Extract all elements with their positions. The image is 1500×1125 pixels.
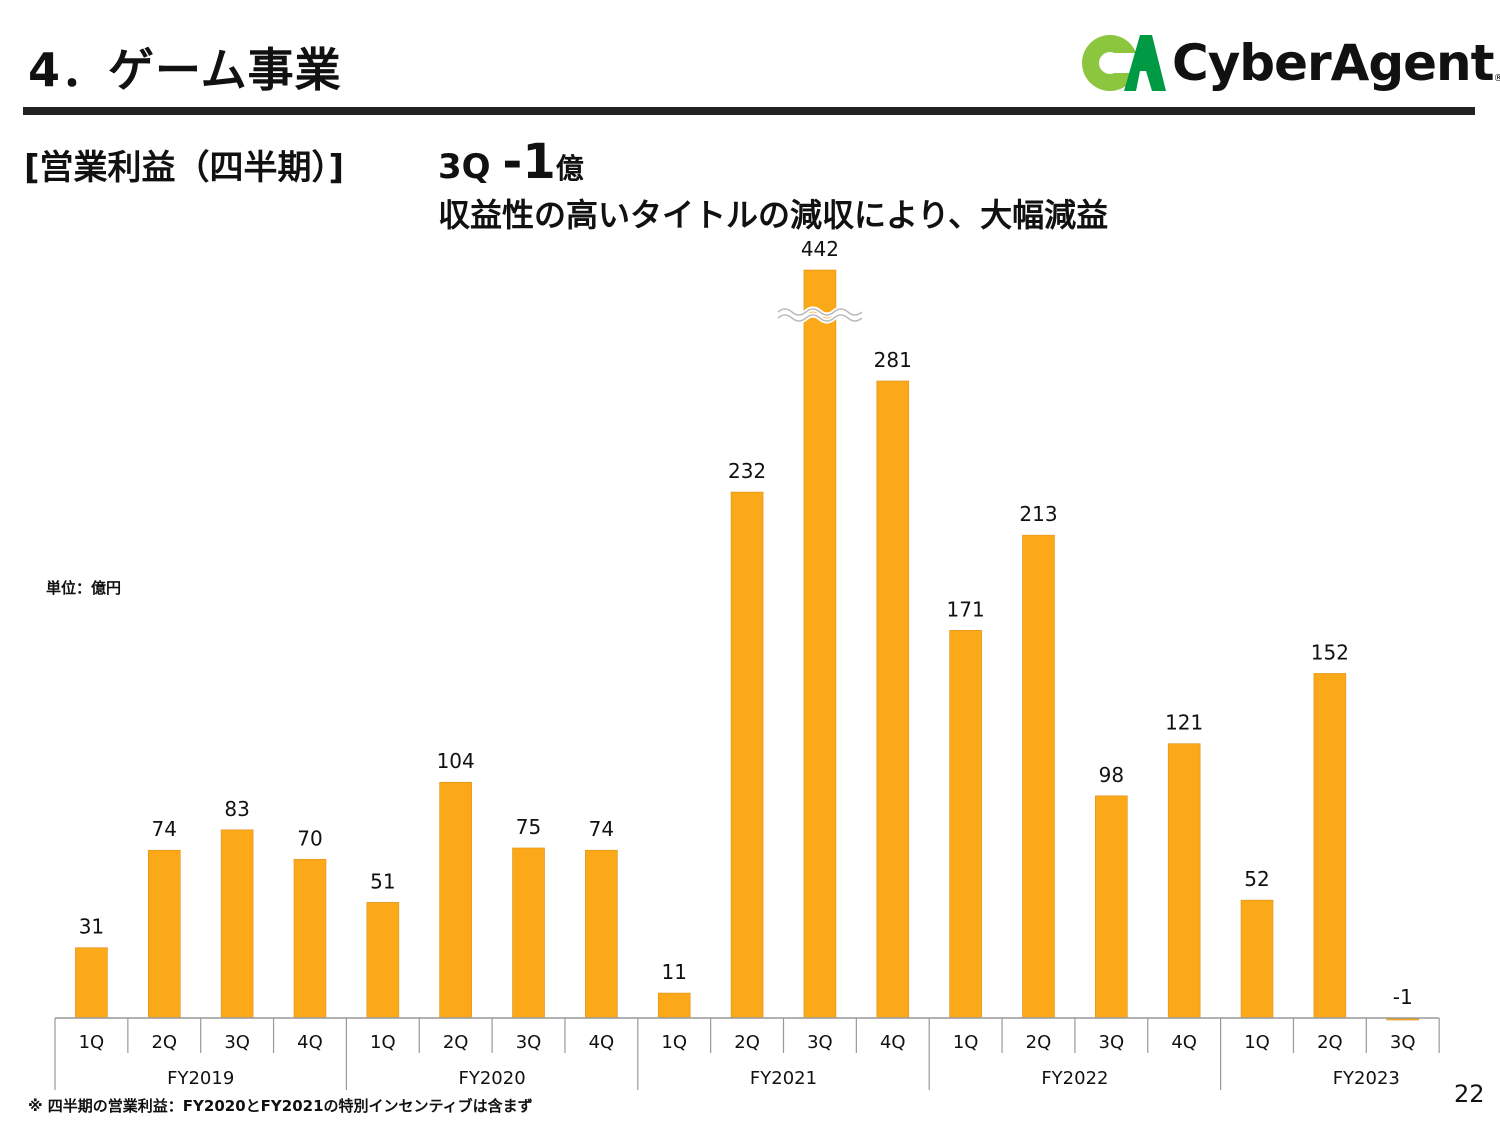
bar — [657, 992, 691, 1019]
ca-logo-mark-icon — [1082, 35, 1166, 91]
data-label: 52 — [1244, 867, 1269, 891]
quarter-tick-label: 4Q — [880, 1032, 906, 1053]
data-label: 51 — [370, 869, 395, 893]
data-label: 213 — [1019, 502, 1057, 526]
bar — [512, 847, 545, 1019]
data-label: 75 — [516, 815, 541, 839]
data-label: -1 — [1393, 985, 1413, 1009]
year-tick-label: FY2020 — [459, 1068, 526, 1089]
bar — [75, 947, 108, 1019]
data-label: 171 — [947, 597, 985, 621]
data-label: 104 — [437, 749, 475, 773]
year-tick-label: FY2021 — [750, 1068, 817, 1089]
bar — [803, 269, 837, 1019]
year-tick-label: FY2019 — [167, 1068, 234, 1089]
headline-value: -1 — [502, 134, 556, 190]
headline-unit: 億 — [555, 152, 584, 185]
quarter-tick-label: 2Q — [734, 1032, 760, 1053]
footnote: ※ 四半期の営業利益：FY2020とFY2021の特別インセンティブは含まず — [28, 1097, 533, 1115]
quarter-tick-label: 3Q — [1099, 1032, 1125, 1053]
quarter-tick-label: 1Q — [953, 1032, 979, 1053]
quarter-tick-label: 2Q — [151, 1032, 177, 1053]
quarter-tick-label: 1Q — [79, 1032, 105, 1053]
bar — [949, 630, 982, 1019]
quarter-tick-label: 4Q — [1171, 1032, 1197, 1053]
data-label: 98 — [1099, 763, 1124, 787]
bar — [220, 829, 254, 1019]
data-label: 442 — [801, 237, 839, 261]
registered-mark: ® — [1493, 73, 1500, 84]
cyberagent-logo: CyberAgent ® — [1080, 28, 1500, 98]
quarter-tick-label: 2Q — [1317, 1032, 1343, 1053]
data-label: 74 — [152, 817, 177, 841]
data-label: 121 — [1165, 711, 1203, 735]
axis-break-mark — [777, 308, 863, 316]
data-label: 232 — [728, 459, 766, 483]
data-label: 152 — [1311, 640, 1349, 664]
headline-subtitle: 収益性の高いタイトルの減収により、大幅減益 — [438, 196, 1109, 234]
bar — [876, 380, 910, 1019]
data-label: 281 — [874, 348, 912, 372]
page-number: 22 — [1454, 1080, 1485, 1108]
quarter-tick-label: 2Q — [443, 1032, 469, 1053]
axis-break-mark — [777, 314, 863, 322]
header-divider — [23, 107, 1475, 115]
bar — [730, 491, 764, 1019]
quarter-tick-label: 3Q — [224, 1032, 250, 1053]
logo-text: CyberAgent — [1172, 34, 1495, 92]
year-tick-label: FY2022 — [1041, 1068, 1108, 1089]
year-tick-label: FY2023 — [1333, 1068, 1400, 1089]
page-title: 4．ゲーム事業 — [28, 43, 342, 97]
quarter-tick-label: 4Q — [297, 1032, 323, 1053]
data-label: 83 — [224, 797, 249, 821]
quarter-tick-label: 4Q — [589, 1032, 615, 1053]
headline-quarter: 3Q — [438, 147, 491, 187]
data-label: 11 — [661, 960, 686, 984]
section-title: [営業利益（四半期）] — [24, 148, 345, 188]
data-label: 31 — [79, 915, 104, 939]
bar — [366, 902, 400, 1019]
headline: 3Q -1億 — [438, 134, 584, 190]
quarter-tick-label: 1Q — [1244, 1032, 1270, 1053]
quarter-tick-label: 3Q — [516, 1032, 542, 1053]
bar — [147, 849, 181, 1019]
data-label: 74 — [589, 817, 614, 841]
bar — [1313, 673, 1347, 1019]
quarter-tick-label: 3Q — [1390, 1032, 1416, 1053]
bar — [1240, 899, 1274, 1019]
bar — [293, 859, 327, 1019]
bar — [1095, 795, 1128, 1019]
quarter-tick-label: 2Q — [1026, 1032, 1052, 1053]
bar — [1022, 534, 1055, 1019]
data-label: 70 — [297, 826, 322, 850]
bar — [585, 849, 618, 1019]
quarter-tick-label: 1Q — [370, 1032, 396, 1053]
quarter-tick-label: 3Q — [807, 1032, 833, 1053]
unit-label: 単位：億円 — [46, 579, 122, 597]
bar — [1167, 743, 1201, 1019]
quarter-tick-label: 1Q — [661, 1032, 687, 1053]
bar — [439, 781, 472, 1019]
